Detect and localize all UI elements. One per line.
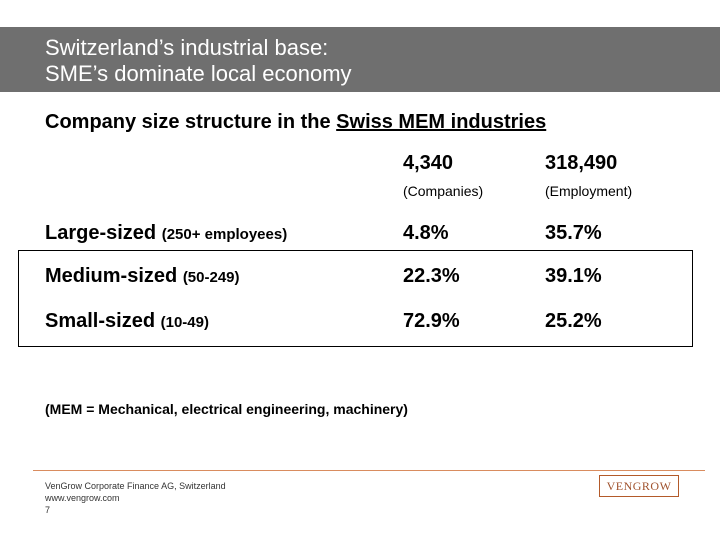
page-title-line-2: SME’s dominate local economy	[45, 61, 352, 86]
row-label-text: Small-sized	[45, 310, 156, 332]
row-label-medium: Medium-sized (50-249)	[45, 265, 240, 288]
abbreviation-note: (MEM = Mechanical, electrical engineerin…	[45, 401, 408, 417]
medium-employment-share: 39.1%	[545, 265, 602, 287]
row-label-small: Small-sized (10-49)	[45, 310, 209, 333]
row-size-range: (250+ employees)	[161, 226, 288, 243]
row-label-text: Medium-sized	[45, 265, 178, 287]
subtitle-prefix: Company size structure in the	[45, 111, 337, 133]
footer-company: VenGrow Corporate Finance AG, Switzerlan…	[45, 481, 226, 491]
medium-companies-share: 22.3%	[403, 265, 460, 287]
row-size-range: (50-249)	[182, 269, 240, 286]
subtitle-emphasis: Swiss MEM industries	[336, 111, 547, 133]
small-companies-share: 72.9%	[403, 310, 460, 332]
row-size-range: (10-49)	[160, 314, 209, 331]
page-number: 7	[45, 505, 51, 515]
section-subtitle: Company size structure in the Swiss MEM …	[45, 111, 546, 134]
large-companies-share: 4.8%	[403, 222, 449, 244]
small-employment-share: 25.2%	[545, 310, 602, 332]
vengrow-logo: VENGROW	[599, 475, 679, 497]
footer-website[interactable]: www.vengrow.com	[45, 493, 120, 503]
page-title-line-1: Switzerland’s industrial base:	[45, 35, 329, 60]
footer-divider	[33, 470, 705, 471]
employment-unit-label: (Employment)	[545, 183, 633, 199]
row-label-text: Large-sized	[45, 222, 157, 244]
employment-total: 318,490	[545, 152, 618, 174]
large-employment-share: 35.7%	[545, 222, 602, 244]
companies-unit-label: (Companies)	[403, 183, 484, 199]
highlight-box	[18, 250, 693, 347]
title-bar: Switzerland’s industrial base: SME’s dom…	[0, 27, 720, 92]
companies-total: 4,340	[403, 152, 454, 174]
row-label-large: Large-sized (250+ employees)	[45, 222, 287, 245]
